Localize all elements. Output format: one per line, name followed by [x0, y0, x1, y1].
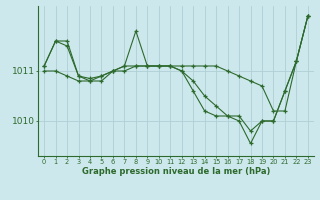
X-axis label: Graphe pression niveau de la mer (hPa): Graphe pression niveau de la mer (hPa): [82, 167, 270, 176]
